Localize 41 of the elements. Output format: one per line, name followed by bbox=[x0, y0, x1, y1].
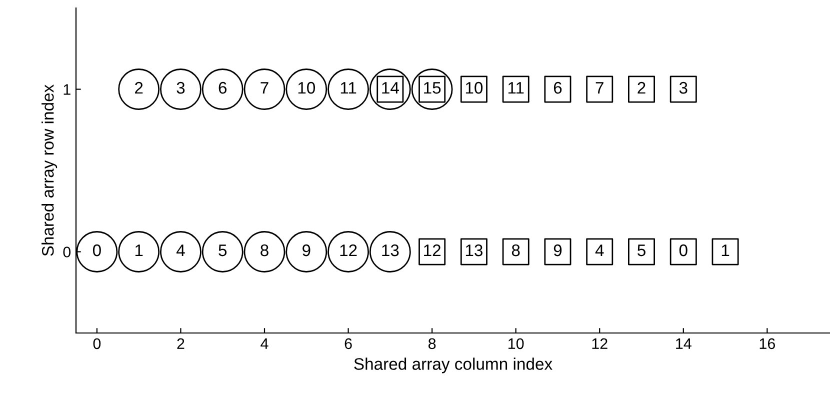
annotation: 8 bbox=[260, 244, 268, 256]
x-tick-label: 10 bbox=[508, 338, 524, 350]
x-tick-label: 12 bbox=[592, 338, 608, 349]
annotation: 4 bbox=[595, 244, 604, 256]
annotation: 14 bbox=[382, 82, 399, 94]
x-tick-label: 16 bbox=[760, 338, 775, 350]
annotation: 7 bbox=[260, 82, 268, 94]
annotation: 13 bbox=[466, 244, 482, 256]
y-axis-title: Shared array row index bbox=[42, 84, 58, 256]
x-tick-label: 4 bbox=[260, 338, 268, 349]
annotation: 12 bbox=[340, 244, 357, 256]
annotation: 1 bbox=[722, 244, 730, 256]
annotation: 6 bbox=[554, 82, 562, 94]
annotation: 7 bbox=[596, 82, 604, 94]
annotation: 5 bbox=[638, 244, 646, 256]
annotation: 9 bbox=[302, 244, 310, 256]
annotation: 10 bbox=[298, 82, 316, 94]
x-tick-label: 0 bbox=[93, 338, 101, 350]
annotation: 13 bbox=[382, 244, 399, 256]
annotation: 3 bbox=[679, 82, 688, 94]
x-tick-label: 6 bbox=[344, 338, 352, 350]
annotation: 11 bbox=[340, 82, 356, 94]
annotation: 2 bbox=[135, 82, 143, 94]
annotation: 11 bbox=[508, 82, 524, 94]
annotation: 0 bbox=[92, 244, 101, 256]
x-axis-title: Shared array column index bbox=[354, 358, 552, 374]
x-tick-label: 14 bbox=[676, 338, 692, 349]
annotation: 6 bbox=[218, 82, 227, 94]
annotation: 10 bbox=[466, 82, 483, 94]
annotation: 4 bbox=[176, 244, 185, 256]
annotation: 2 bbox=[638, 82, 646, 94]
annotation: 3 bbox=[176, 82, 185, 94]
annotation: 15 bbox=[424, 82, 441, 94]
annotation: 12 bbox=[424, 244, 440, 256]
annotation: 9 bbox=[554, 244, 562, 256]
annotation: 1 bbox=[135, 244, 143, 256]
annotation: 8 bbox=[512, 244, 520, 256]
annotation: 0 bbox=[679, 244, 688, 256]
annotation: 5 bbox=[218, 244, 227, 256]
x-tick-label: 2 bbox=[177, 338, 184, 349]
x-tick-label: 8 bbox=[428, 338, 436, 350]
